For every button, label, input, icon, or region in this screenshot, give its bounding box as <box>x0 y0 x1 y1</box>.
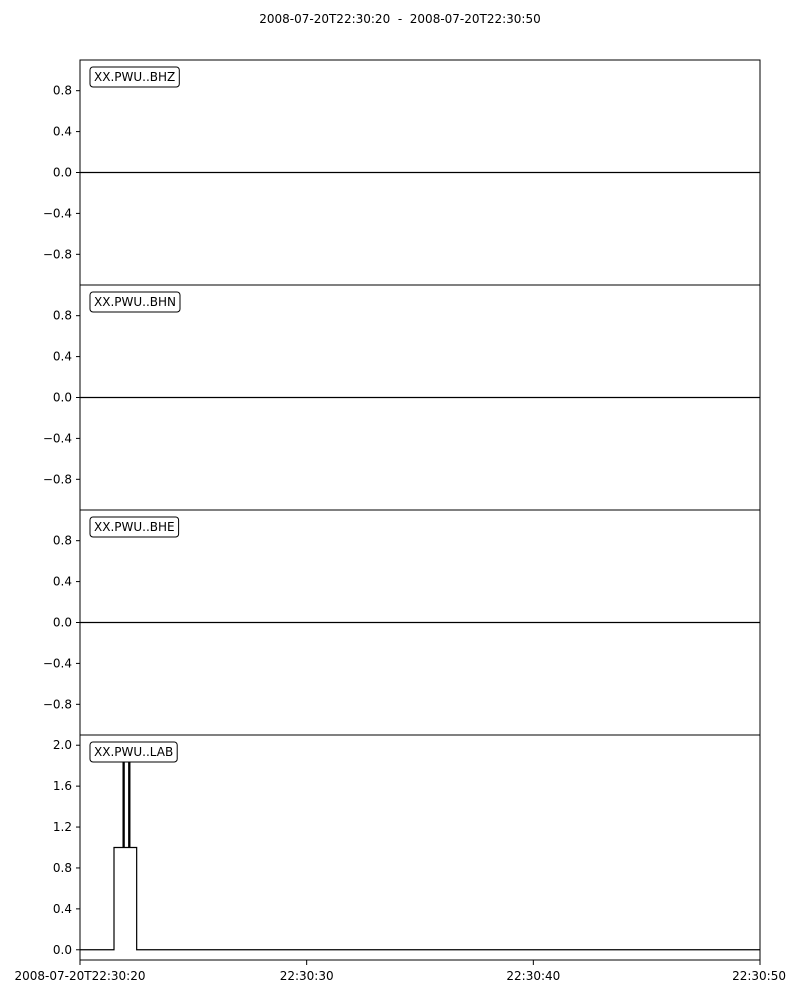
channel-label: XX.PWU..BHN <box>89 291 181 313</box>
panel-frame <box>79 734 761 961</box>
figure-title: 2008-07-20T22:30:20 - 2008-07-20T22:30:5… <box>259 12 541 26</box>
y-tick-label: −0.8 <box>43 697 72 711</box>
channel-label-text: XX.PWU..BHZ <box>94 70 175 84</box>
y-tick-label: 0.8 <box>53 309 72 323</box>
y-tick-label: −0.4 <box>43 431 72 445</box>
channel-label-box <box>89 66 180 88</box>
y-tick-label: 0.8 <box>53 84 72 98</box>
channel-label: XX.PWU..BHZ <box>89 66 180 88</box>
channel-label-text: XX.PWU..BHN <box>94 295 176 309</box>
y-tick-label: 0.4 <box>53 575 72 589</box>
y-tick-label: 0.0 <box>53 391 72 405</box>
y-tick-label: −0.8 <box>43 472 72 486</box>
y-tick-label: 2.0 <box>53 738 72 752</box>
channel-label-text: XX.PWU..BHE <box>94 520 175 534</box>
y-tick-label: 0.4 <box>53 902 72 916</box>
y-tick-label: 0.0 <box>53 943 72 957</box>
panel-1: 0.8 0.4 0.0 −0.4 −0.8 XX.PWU..BHZ <box>43 59 761 286</box>
panels: 0.8 0.4 0.0 −0.4 −0.8 XX.PWU..BHZ 0.8 0.4 0.0 −0.… <box>43 59 761 961</box>
channel-label: XX.PWU..LAB <box>89 741 178 763</box>
y-tick-label: 1.2 <box>53 820 72 834</box>
x-tick-label: 22:30:40 <box>506 969 560 983</box>
y-tick-label: 1.6 <box>53 779 72 793</box>
channel-label-box <box>89 291 181 313</box>
y-tick-label: 0.0 <box>53 616 72 630</box>
panel-2: 0.8 0.4 0.0 −0.4 −0.8 XX.PWU..BHN <box>43 284 761 511</box>
y-tick-label: −0.8 <box>43 247 72 261</box>
y-tick-label: 0.8 <box>53 861 72 875</box>
y-tick-label: −0.4 <box>43 656 72 670</box>
y-tick-label: 0.8 <box>53 534 72 548</box>
y-tick-label: 0.4 <box>53 125 72 139</box>
trace-line <box>80 744 760 951</box>
x-tick-label: 22:30:30 <box>280 969 334 983</box>
panel-4: 2.0 1.6 1.2 0.8 0.4 0.0 XX.PWU..LAB <box>53 734 761 961</box>
y-tick-label: −0.4 <box>43 206 72 220</box>
channel-label-box <box>89 516 180 538</box>
channel-label: XX.PWU..BHE <box>89 516 180 538</box>
channel-label-text: XX.PWU..LAB <box>94 745 173 759</box>
x-tick-label: 22:30:50 <box>732 969 786 983</box>
y-tick-label: 0.4 <box>53 350 72 364</box>
x-tick-label: 2008-07-20T22:30:20 <box>15 969 146 983</box>
x-axis: 2008-07-20T22:30:20 22:30:30 22:30:40 22:30… <box>15 960 786 983</box>
channel-label-box <box>89 741 178 763</box>
y-tick-label: 0.0 <box>53 166 72 180</box>
panel-3: 0.8 0.4 0.0 −0.4 −0.8 XX.PWU..BHE <box>43 509 761 736</box>
